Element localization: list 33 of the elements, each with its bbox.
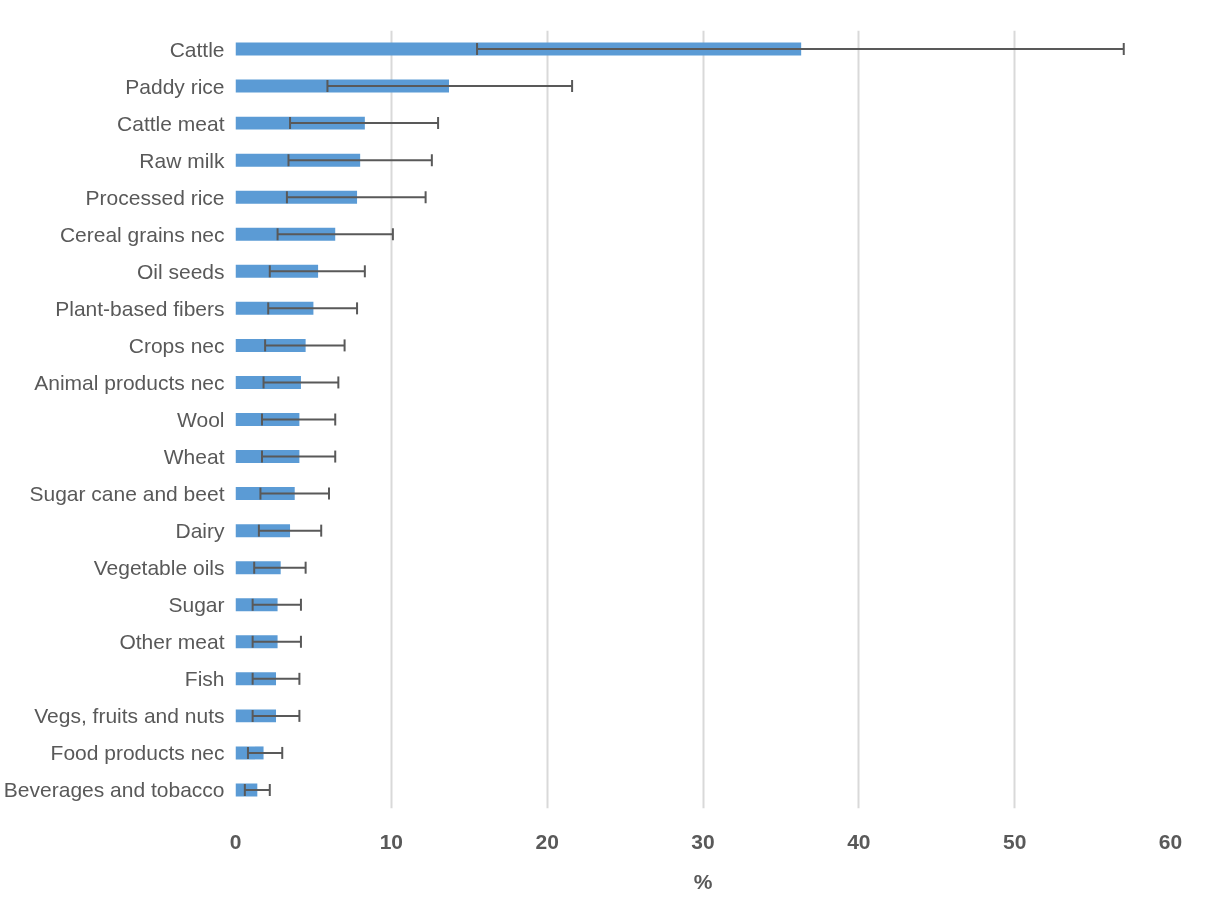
x-tick-label: 20: [535, 829, 559, 853]
y-tick-label: Raw milk: [139, 148, 225, 172]
y-tick-label: Wheat: [163, 445, 225, 469]
x-tick-label: 50: [1002, 829, 1027, 853]
x-axis-title: %: [693, 869, 713, 893]
y-tick-label: Sugar: [168, 593, 225, 617]
y-tick-label: Cattle: [169, 37, 225, 61]
x-tick-label: 0: [229, 829, 242, 853]
y-tick-label: Oil seeds: [136, 259, 225, 283]
bar: [235, 42, 802, 56]
y-tick-label: Crops nec: [128, 333, 225, 357]
y-tick-label: Animal products nec: [34, 370, 225, 394]
y-tick-label: Plant-based fibers: [55, 296, 225, 320]
y-tick-label: Sugar cane and beet: [29, 482, 225, 506]
y-tick-label: Processed rice: [85, 185, 225, 209]
y-tick-label: Dairy: [175, 519, 225, 543]
x-tick-label: 40: [847, 829, 871, 853]
bar: [235, 79, 449, 93]
bar: [235, 190, 358, 204]
y-tick-label: Food products nec: [50, 741, 225, 765]
y-tick-label: Beverages and tobacco: [3, 778, 225, 802]
y-tick-label: Vegs, fruits and nuts: [34, 704, 225, 728]
y-tick-label: Vegetable oils: [93, 556, 225, 580]
y-tick-label: Other meat: [119, 630, 225, 654]
y-tick-label: Cattle meat: [117, 111, 225, 135]
y-tick-label: Fish: [184, 667, 225, 691]
y-tick-label: Wool: [177, 408, 225, 431]
x-tick-label: 60: [1158, 829, 1183, 853]
y-tick-label: Paddy rice: [125, 74, 225, 98]
x-tick-label: 10: [379, 829, 404, 853]
bar: [235, 116, 365, 130]
x-tick-label: 30: [691, 829, 715, 853]
y-tick-label: Cereal grains nec: [59, 222, 225, 246]
